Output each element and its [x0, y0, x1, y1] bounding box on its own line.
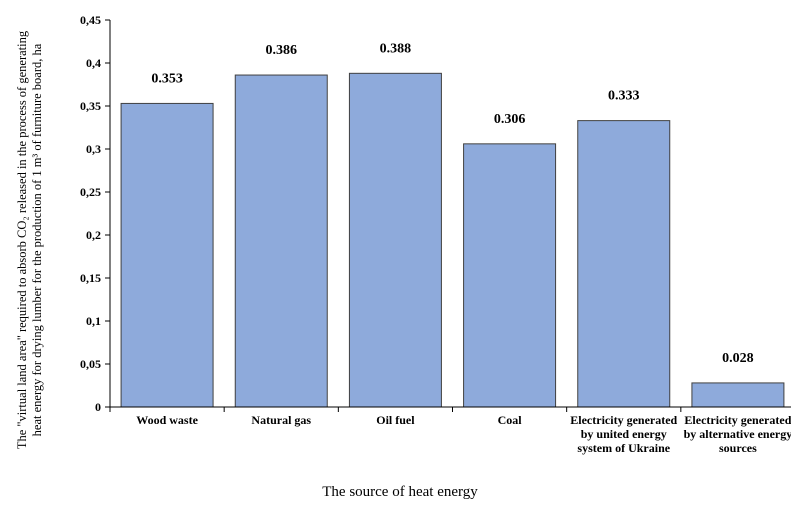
bar: [348, 72, 442, 408]
y-tick-label: 0,2: [86, 228, 101, 242]
data-label: 0.306: [494, 112, 526, 127]
category-label: Wood waste: [136, 413, 198, 427]
category-label: Natural gas: [251, 413, 312, 427]
data-label: 0.386: [266, 43, 298, 58]
y-tick-label: 0,15: [80, 271, 101, 285]
y-tick-label: 0,05: [80, 357, 101, 371]
value-labels: 0.353 0.386 0.388 0.306 0.333 0.028: [151, 41, 753, 366]
y-tick-label: 0,1: [86, 314, 101, 328]
y-tick-label: 0,45: [80, 13, 101, 27]
bars: [120, 72, 785, 408]
x-axis-title: The source of heat energy: [322, 484, 478, 500]
bar: [463, 143, 557, 408]
bar: [577, 120, 671, 408]
bar: [691, 382, 785, 408]
category-label: Coal: [497, 413, 522, 427]
data-label: 0.028: [722, 351, 754, 366]
bar: [120, 102, 214, 408]
y-tick-label: 0,25: [80, 185, 101, 199]
y-tick-label: 0,3: [86, 142, 101, 156]
category-label: Electricity generated by united energy s…: [570, 413, 678, 455]
data-label: 0.388: [380, 41, 412, 56]
bar: [234, 74, 328, 408]
y-axis: 0 0,05 0,1 0,15 0,2 0,25 0,3 0,35 0,4 0,45: [80, 13, 111, 414]
category-label: Electricity generated by alternative ene…: [683, 413, 791, 455]
data-label: 0.353: [151, 71, 183, 86]
category-label: Oil fuel: [376, 413, 415, 427]
y-tick-label: 0,4: [86, 56, 101, 70]
data-label: 0.333: [608, 89, 640, 104]
y-tick-label: 0: [95, 400, 101, 414]
x-axis: [109, 406, 791, 412]
y-axis-title: The "virtual land area" required to abso…: [15, 30, 44, 450]
y-tick-label: 0,35: [80, 99, 101, 113]
